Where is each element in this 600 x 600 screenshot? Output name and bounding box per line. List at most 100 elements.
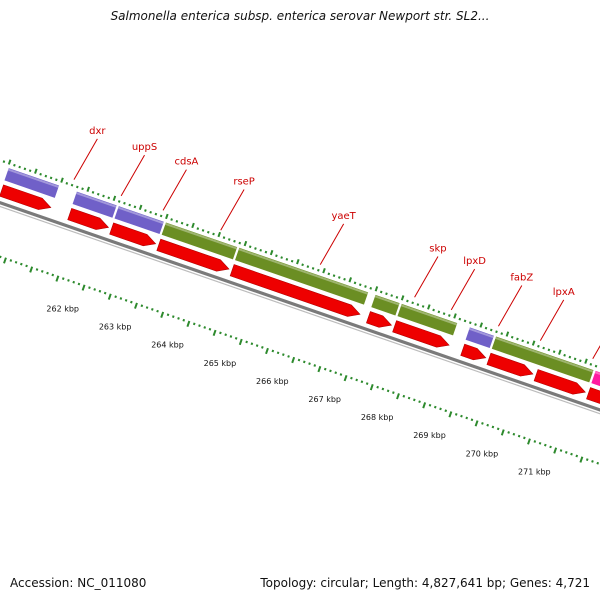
scale-tick — [433, 405, 437, 409]
scale-tick — [386, 389, 390, 393]
scale-tick — [496, 427, 500, 431]
scale-tick — [575, 454, 579, 458]
tick-mark — [489, 328, 493, 332]
scale-tick — [55, 275, 60, 282]
gene-label-dxr: dxr — [89, 126, 106, 137]
scale-tick — [396, 393, 400, 400]
gene-label-yaet: yaeT — [331, 211, 356, 222]
tick-mark — [322, 268, 326, 274]
kbp-label: 269 kbp — [413, 431, 446, 440]
cds-arrow — [366, 311, 393, 328]
scale-tick — [255, 344, 259, 347]
scale-tick — [98, 289, 102, 293]
kbp-label: 270 kbp — [466, 449, 499, 458]
kbp-label: 266 kbp — [256, 377, 289, 386]
gene-leader-line — [592, 345, 600, 360]
scale-tick — [134, 302, 138, 309]
tick-mark — [589, 362, 593, 366]
tick-mark — [332, 274, 336, 278]
tick-mark — [248, 245, 252, 249]
tick-mark — [343, 277, 346, 281]
scale-tick — [9, 259, 13, 262]
gene-bar-highlight — [165, 222, 238, 250]
scale-tick — [77, 282, 81, 286]
kbp-label: 263 kbp — [99, 323, 132, 332]
tick-mark — [49, 176, 53, 180]
scale-tick — [381, 387, 385, 391]
tick-mark — [133, 205, 137, 209]
tick-mark — [55, 178, 58, 182]
gene-label-rsep: rseP — [233, 177, 255, 188]
tick-mark — [154, 212, 158, 216]
cds-arrow — [67, 208, 110, 230]
tick-mark — [311, 267, 315, 270]
tick-mark — [28, 169, 32, 173]
genome-title: Salmonella enterica subsp. enterica sero… — [110, 9, 490, 23]
tick-mark — [510, 335, 514, 339]
scale-tick — [339, 373, 343, 376]
tick-mark — [212, 232, 215, 236]
scale-tick — [329, 369, 332, 373]
accession-text: Accession: NC_011080 — [10, 576, 147, 590]
gene-bar-highlight — [7, 168, 59, 188]
gene-bar — [72, 191, 117, 218]
tick-mark — [516, 337, 519, 341]
scale-tick — [350, 376, 353, 380]
scale-tick — [219, 331, 222, 335]
tick-mark — [468, 321, 472, 325]
tick-mark — [191, 222, 195, 229]
tick-mark — [296, 258, 300, 265]
tick-mark — [484, 326, 488, 330]
tick-mark — [317, 268, 320, 272]
kbp-label: 265 kbp — [204, 359, 237, 368]
tick-mark — [369, 286, 373, 290]
tick-mark — [2, 160, 6, 163]
gene-bar-highlight — [117, 206, 164, 225]
scale-tick — [192, 322, 196, 326]
scale-tick — [486, 423, 489, 427]
scale-tick — [140, 304, 144, 308]
scale-tick — [334, 371, 338, 375]
tick-mark — [238, 241, 242, 245]
scale-tick — [72, 280, 76, 284]
scale-tick — [20, 262, 23, 266]
tick-mark — [552, 350, 556, 354]
gene-bar — [235, 247, 369, 305]
scale-tick — [182, 318, 186, 322]
scale-tick — [203, 326, 207, 329]
tick-mark — [275, 254, 278, 258]
tick-mark — [280, 256, 283, 259]
tick-mark — [453, 313, 457, 319]
tick-mark — [505, 331, 510, 337]
gene-label-cdsa: cdsA — [174, 157, 198, 168]
tick-mark — [170, 218, 173, 221]
scale-tick — [151, 308, 154, 311]
tick-mark — [579, 359, 582, 363]
tick-mark — [138, 204, 143, 211]
scale-tick — [250, 342, 254, 346]
scale-tick — [177, 317, 180, 320]
tick-mark — [568, 355, 572, 359]
tick-mark — [348, 277, 352, 283]
scale-tick — [114, 295, 117, 299]
cds-track — [0, 184, 600, 404]
scale-tick — [88, 286, 91, 290]
scale-tick — [51, 273, 55, 277]
tick-mark — [421, 305, 425, 308]
tick-mark — [547, 348, 551, 352]
gene-bar — [161, 222, 238, 260]
scale-tick — [392, 391, 395, 394]
scale-tick — [198, 324, 201, 328]
scale-tick — [124, 298, 128, 302]
tick-mark — [327, 272, 331, 276]
scale-tick — [186, 320, 191, 328]
gene-bar — [465, 327, 494, 349]
tick-mark — [358, 283, 362, 287]
scale-tick — [460, 414, 463, 418]
scale-tick — [481, 422, 484, 425]
scale-tick — [369, 384, 374, 391]
scale-tick — [527, 438, 531, 445]
scale-tick — [317, 365, 322, 373]
scale-tick — [171, 315, 175, 318]
tick-mark — [186, 223, 189, 227]
